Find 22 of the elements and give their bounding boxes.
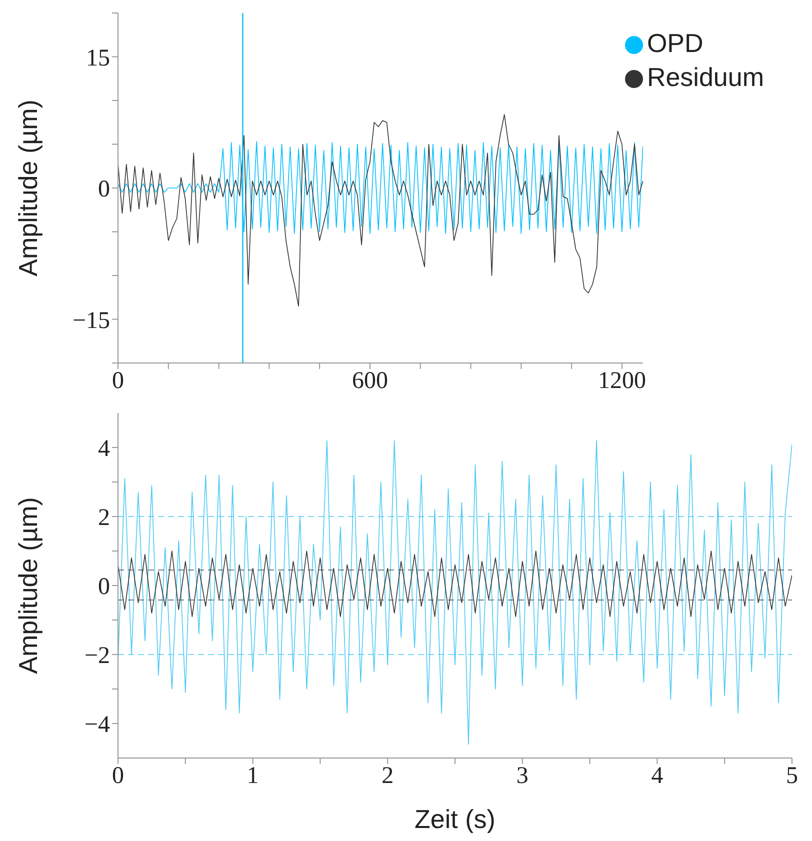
x-tick-label: 2 (382, 763, 394, 790)
y-axis-title: Amplitude (µm) (13, 497, 44, 674)
y-tick-label: 0 (98, 574, 110, 600)
y-tick-label: −4 (84, 712, 110, 738)
y-tick-label: −15 (72, 308, 110, 334)
y-axis-title: Amplitude (µm) (13, 100, 44, 276)
line-series (118, 550, 792, 617)
line-series (118, 440, 792, 745)
y-tick-label: 0 (98, 176, 110, 203)
x-tick-label: 4 (651, 763, 664, 790)
x-tick-label: 3 (516, 763, 528, 790)
legend-label: Residuum (646, 62, 764, 92)
x-tick-label: 1200 (598, 368, 646, 394)
y-tick-label: 15 (86, 45, 110, 72)
y-tick-label: 2 (98, 505, 110, 532)
line-series (118, 114, 643, 307)
x-tick-label: 5 (786, 763, 798, 790)
legend-label: OPD (646, 28, 704, 58)
y-tick-label: 4 (98, 436, 110, 462)
x-tick-label: 1 (246, 763, 259, 790)
y-tick-label: −2 (84, 643, 110, 670)
x-tick-label: 600 (352, 368, 388, 394)
